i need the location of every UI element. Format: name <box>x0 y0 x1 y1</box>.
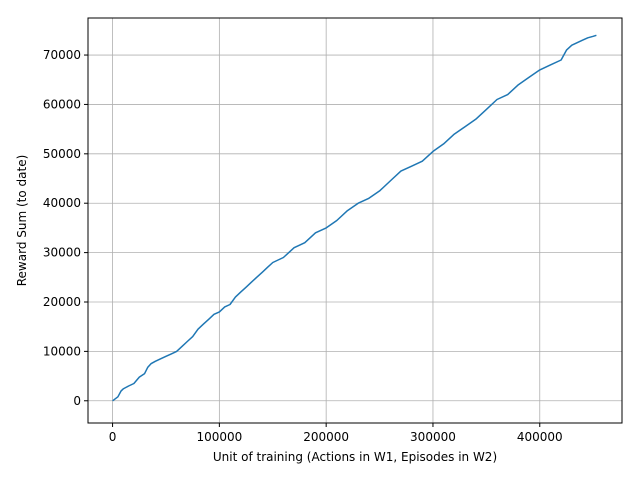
y-tick-label: 10000 <box>43 344 81 358</box>
y-tick-label: 20000 <box>43 295 81 309</box>
grid-lines <box>88 18 622 423</box>
plot-frame <box>87 17 623 424</box>
y-tick-label: 40000 <box>43 196 81 210</box>
y-axis-label: Reward Sum (to date) <box>15 155 29 287</box>
y-tick-label: 70000 <box>43 48 81 62</box>
y-tick-label: 0 <box>73 394 81 408</box>
series-line-0 <box>112 34 597 402</box>
x-tick-label: 300000 <box>410 430 456 444</box>
series-layer <box>112 34 597 402</box>
y-tick-label: 60000 <box>43 97 81 111</box>
y-tick-label: 50000 <box>43 147 81 161</box>
y-tick-label: 30000 <box>43 246 81 260</box>
x-tick-label: 0 <box>109 430 117 444</box>
x-tick-label: 400000 <box>517 430 563 444</box>
x-tick-label: 100000 <box>196 430 242 444</box>
x-axis-label: Unit of training (Actions in W1, Episode… <box>213 450 497 464</box>
y-axis: 0 10000 20000 30000 40000 50000 60000 70000 <box>43 48 88 408</box>
x-tick-label: 200000 <box>303 430 349 444</box>
x-axis: 0 100000 200000 300000 400000 <box>109 423 563 444</box>
